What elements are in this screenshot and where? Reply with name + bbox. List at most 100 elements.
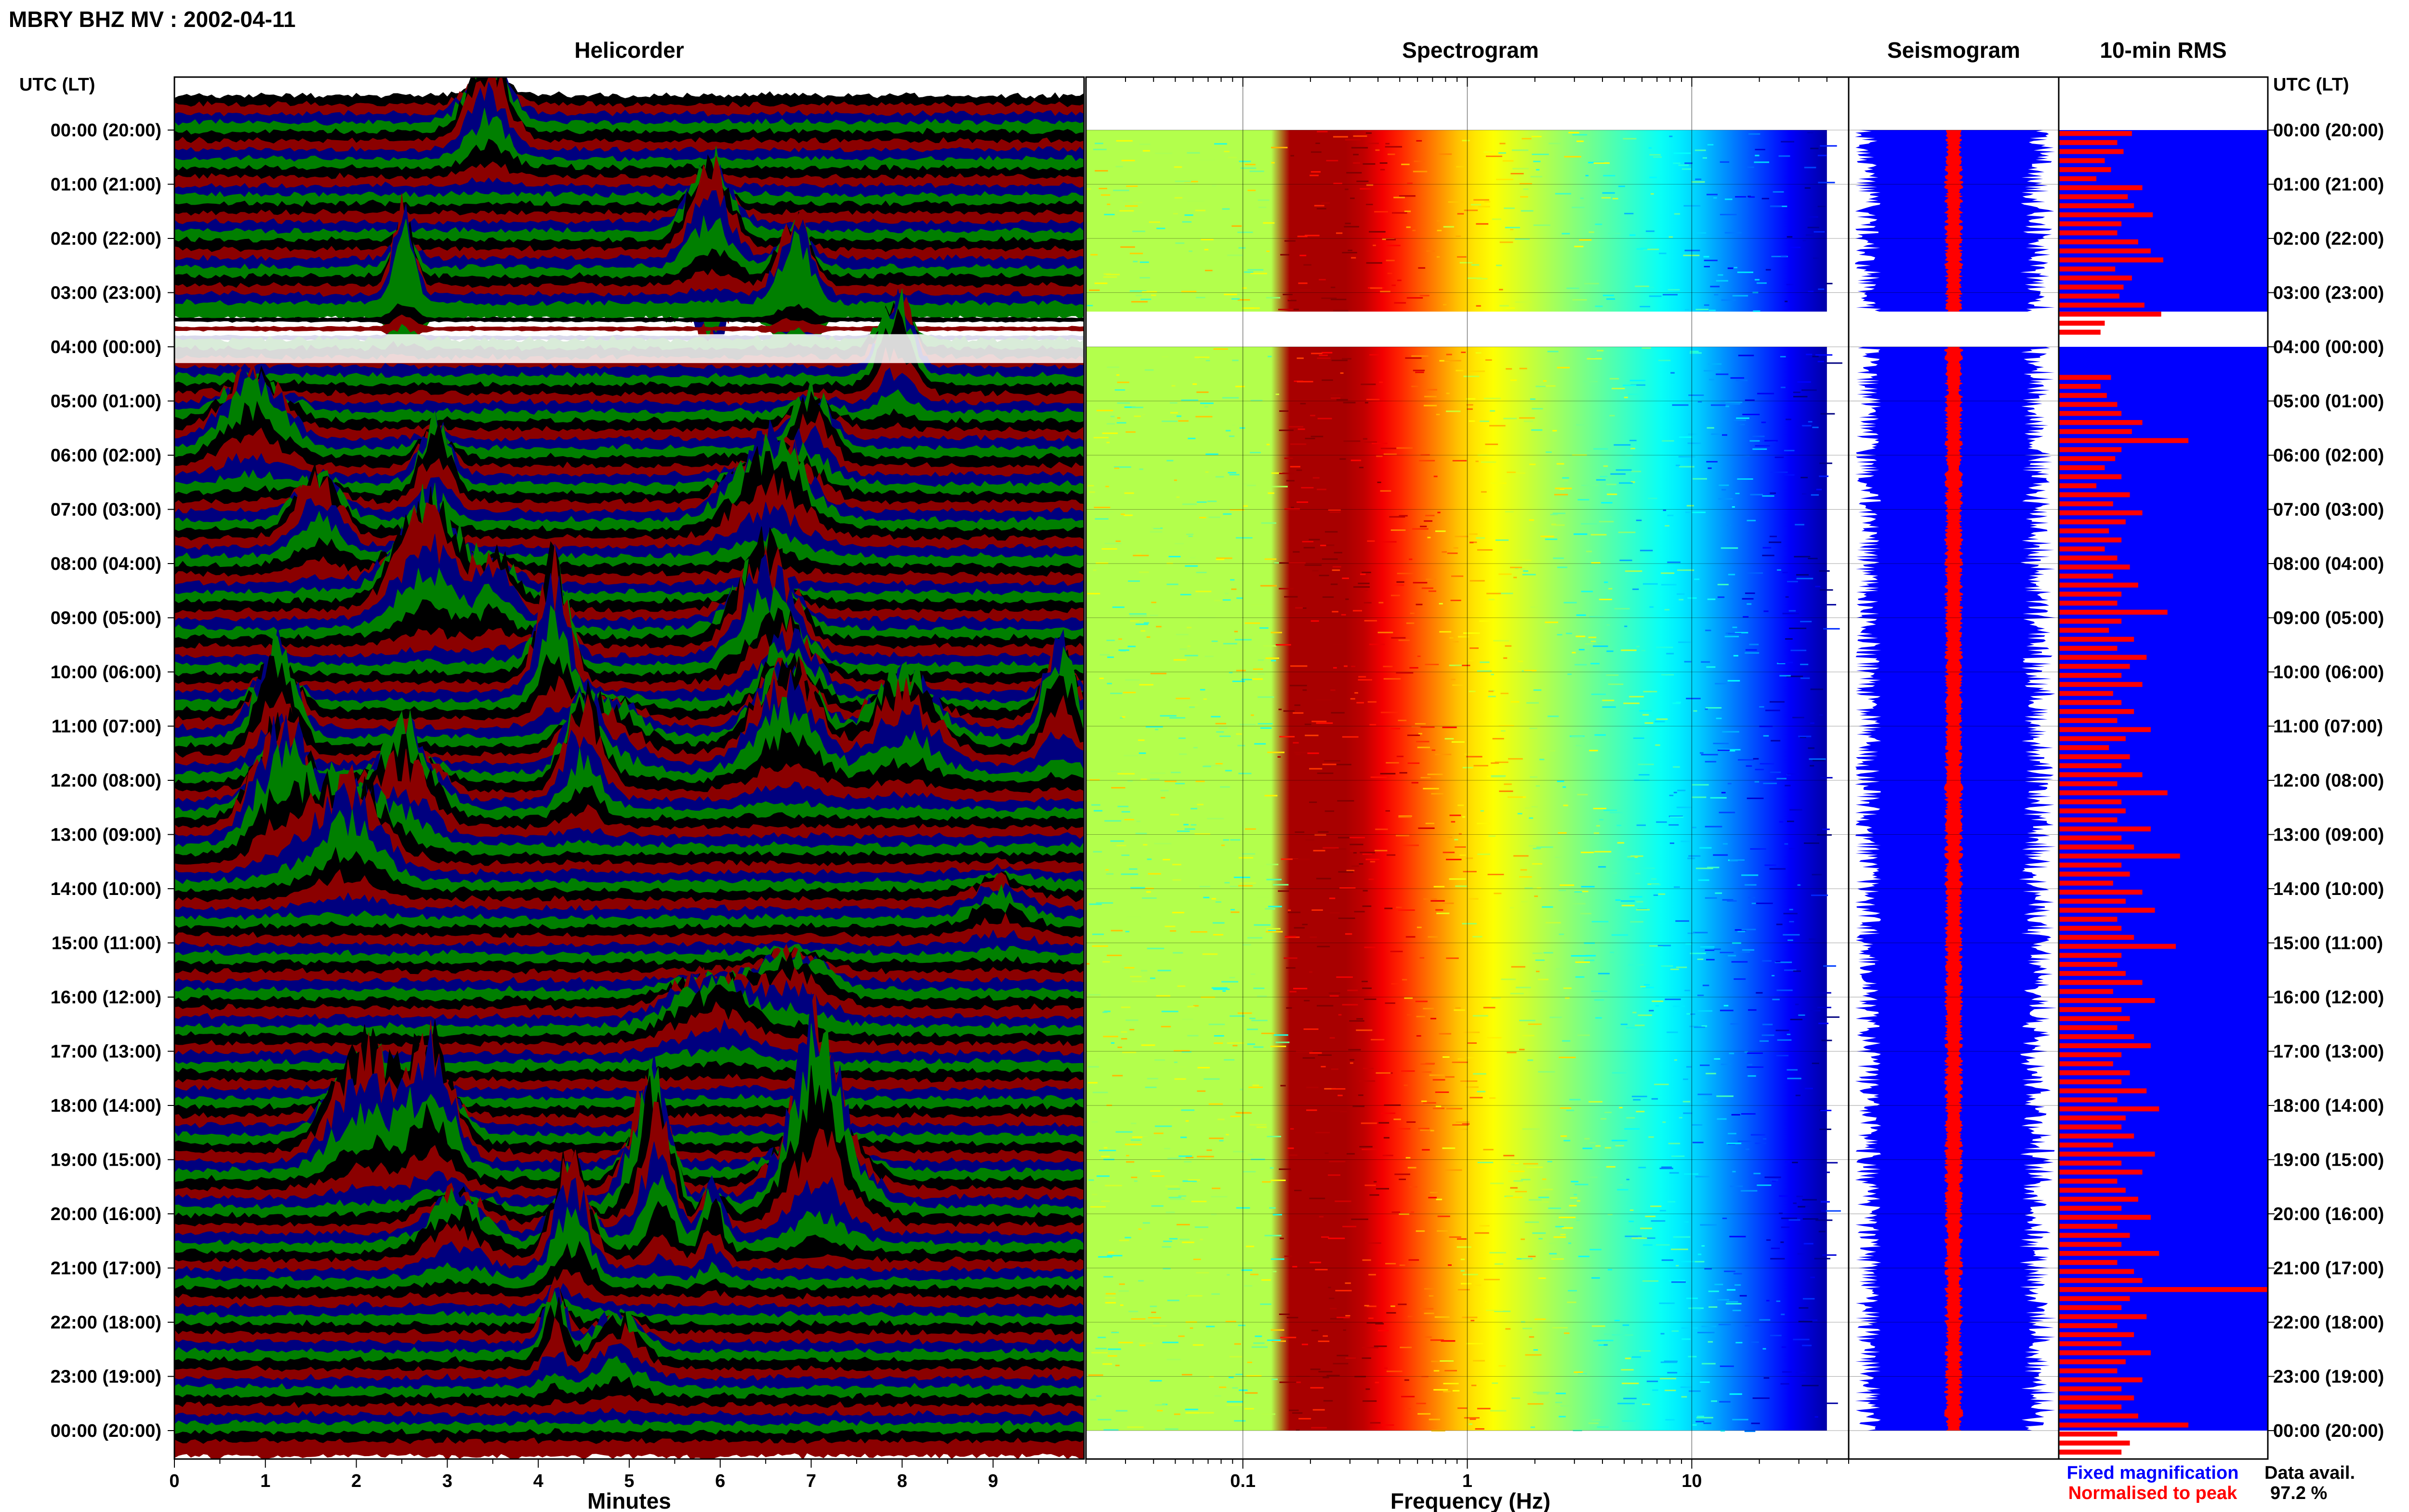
spectrogram-speckle xyxy=(1452,1061,1468,1063)
spectrogram-speckle xyxy=(1279,429,1294,431)
spectrogram-speckle xyxy=(1305,437,1315,439)
spectrogram-speckle xyxy=(1405,1157,1411,1159)
spectrogram-speckle xyxy=(1202,953,1218,955)
spectrogram-speckle xyxy=(1695,309,1709,311)
spectrogram-speckle xyxy=(1659,1168,1673,1170)
spectrogram-speckle xyxy=(1560,1135,1567,1137)
spectrogram-speckle xyxy=(1131,1318,1146,1320)
spectrogram-speckle xyxy=(1523,421,1533,422)
spectrogram-speckle xyxy=(1293,712,1304,714)
spectrogram-speckle xyxy=(1727,680,1740,682)
spectrogram-speckle xyxy=(1408,1259,1419,1261)
spectrogram-speckle xyxy=(1368,1317,1374,1319)
spectrogram-speckle xyxy=(1117,805,1129,807)
spectrogram-speckle xyxy=(1107,683,1112,684)
spectrogram-speckle xyxy=(1455,1007,1461,1009)
spectrogram-speckle xyxy=(1704,260,1718,262)
spectrogram-speckle xyxy=(1820,777,1833,779)
spectrogram-speckle xyxy=(1716,1095,1734,1097)
spectrogram-speckle xyxy=(1279,1168,1291,1170)
spectrogram-speckle xyxy=(1402,844,1419,846)
spectrogram-speckle xyxy=(1086,188,1091,190)
spectrogram-speckle xyxy=(1606,624,1610,626)
spectrogram-speckle xyxy=(1708,309,1716,311)
spectrogram-speckle xyxy=(1205,471,1209,473)
spectrogram-speckle xyxy=(1780,1383,1789,1385)
time-label-right: 08:00 (04:00) xyxy=(2273,554,2384,574)
spectrogram-speckle xyxy=(1530,176,1542,178)
spectrogram-speckle xyxy=(1582,1147,1593,1149)
spectrogram-speckle xyxy=(1507,1052,1517,1053)
spectrogram-speckle xyxy=(1460,1270,1465,1272)
spectrogram-speckle xyxy=(1457,1407,1468,1409)
rms-normalised-bar xyxy=(2059,167,2111,172)
spectrogram-speckle xyxy=(1139,684,1153,686)
spectrogram-speckle xyxy=(1351,1218,1368,1220)
spectrogram-speckle xyxy=(1312,477,1320,479)
spectrogram-speckle xyxy=(1174,197,1183,199)
spectrogram-speckle xyxy=(1737,478,1753,480)
spectrogram-speckle xyxy=(1755,445,1770,447)
spectrogram-speckle xyxy=(1477,1407,1491,1409)
spectrogram-speckle xyxy=(1350,698,1355,700)
spectrogram-speckle xyxy=(1421,587,1433,589)
spectrogram-speckle xyxy=(1207,500,1217,502)
spectrogram-speckle xyxy=(1567,673,1572,675)
spectrogram-speckle xyxy=(1657,945,1671,947)
spectrogram-speckle xyxy=(1427,389,1437,391)
rms-normalised-bar xyxy=(2059,1196,2138,1202)
spectrogram-speckle xyxy=(1223,643,1237,644)
spectrogram-speckle xyxy=(1757,1184,1772,1186)
spectrogram-speckle xyxy=(1309,971,1312,973)
spectrogram-speckle xyxy=(1515,1191,1527,1193)
spectrogram-speckle xyxy=(1617,842,1625,844)
spectrogram-speckle xyxy=(1448,1264,1452,1266)
spectrogram-speckle xyxy=(1559,933,1564,935)
spectrogram-speckle xyxy=(1580,197,1584,199)
time-label-left: 03:00 (23:00) xyxy=(51,283,161,303)
spectrogram-speckle xyxy=(1331,359,1348,361)
spectrogram-speckle xyxy=(1444,1370,1457,1372)
spectrogram-speckle xyxy=(1459,854,1467,856)
spectrogram-speckle xyxy=(1399,1264,1405,1266)
spectrogram-speckle xyxy=(1796,578,1813,579)
time-label-left: 16:00 (12:00) xyxy=(51,987,161,1008)
spectrogram-speckle xyxy=(1786,419,1791,421)
spectrogram-speckle xyxy=(1289,1154,1297,1156)
spectrogram-speckle xyxy=(1456,235,1461,237)
spectrogram-speckle xyxy=(1624,212,1634,214)
spectrogram-speckle xyxy=(1370,1422,1381,1424)
spectrogram-speckle xyxy=(1142,1222,1150,1224)
spectrogram-speckle xyxy=(1226,1134,1229,1136)
spectrogram-speckle xyxy=(1729,750,1735,752)
spectrogram-speckle xyxy=(1784,449,1795,451)
spectrogram-speckle xyxy=(1306,1087,1319,1089)
spectrogram-speckle xyxy=(1467,277,1482,279)
spectrogram-speckle xyxy=(1535,385,1546,387)
spectrogram-speckle xyxy=(1161,1011,1178,1012)
spectrogram-speckle xyxy=(1447,836,1453,838)
spectrogram-speckle xyxy=(1510,173,1524,174)
time-label-right: 10:00 (06:00) xyxy=(2273,662,2384,683)
spectrogram-speckle xyxy=(1631,1237,1647,1239)
spectrogram-speckle xyxy=(1302,541,1314,542)
spectrogram-speckle xyxy=(1122,1052,1137,1053)
spectrogram-speckle xyxy=(1636,909,1650,911)
spectrogram-speckle xyxy=(1485,359,1492,361)
spectrogram-speckle xyxy=(1310,1262,1321,1263)
spectrogram-speckle xyxy=(1279,1314,1290,1315)
spectrogram-speckle xyxy=(1651,193,1654,195)
spectrogram-speckle xyxy=(1317,946,1330,947)
spectrogram-speckle xyxy=(1386,1370,1403,1372)
spectrogram-speckle xyxy=(1368,1274,1376,1275)
spectrogram-speckle xyxy=(1618,1184,1623,1186)
spectrogram-speckle xyxy=(1323,1400,1333,1402)
spectrogram-speckle xyxy=(1710,797,1727,799)
spectrogram-speckle xyxy=(1707,363,1722,365)
spectrogram-speckle xyxy=(1329,511,1341,513)
spectrogram-speckle xyxy=(1744,1051,1748,1053)
spectrogram-speckle xyxy=(1237,1012,1252,1014)
spectrogram-speckle xyxy=(1797,884,1800,886)
page-title: MBRY BHZ MV : 2002-04-11 xyxy=(9,7,296,32)
spectrogram-speckle xyxy=(1211,640,1218,642)
